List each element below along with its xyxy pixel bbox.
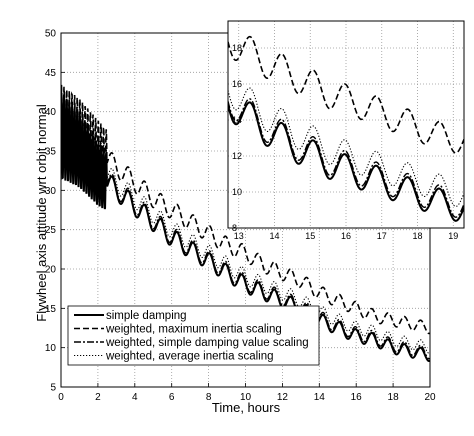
legend-box	[67, 305, 320, 366]
x-tick-label: 16	[351, 392, 363, 403]
legend: simple damping weighted, maximum inertia …	[67, 305, 320, 366]
series-line	[61, 84, 430, 335]
y-tick-label: 50	[45, 29, 57, 40]
y-tick-label: 40	[45, 107, 57, 118]
inset-x-tick-label: 18	[413, 231, 423, 241]
inset-series-group	[228, 35, 464, 222]
inset-y-tick-label: 18	[232, 43, 242, 53]
inset-frame	[227, 20, 465, 229]
series-line	[228, 35, 464, 154]
legend-label: weighted, average inertia scaling	[105, 351, 274, 363]
series-line	[61, 85, 430, 354]
y-tick-label: 15	[45, 304, 57, 315]
x-tick-label: 14	[314, 392, 326, 403]
inset-y-tick-label: 10	[232, 187, 242, 197]
inset-x-tick-label: 19	[448, 231, 458, 241]
inset-background	[228, 21, 464, 228]
inset-x-tick-label: 17	[377, 231, 387, 241]
x-tick-label: 0	[58, 392, 64, 403]
x-tick-label: 6	[169, 392, 175, 403]
y-tick-label: 20	[45, 265, 57, 276]
x-tick-label: 2	[95, 392, 101, 403]
x-tick-label: 18	[388, 392, 400, 403]
y-tick-label: 25	[45, 225, 57, 236]
inset-x-tick-label: 14	[269, 231, 279, 241]
x-tick-label: 10	[240, 392, 252, 403]
inset-y-tick-label: 16	[232, 79, 242, 89]
y-tick-label: 5	[50, 383, 56, 394]
inset-y-tick-label: 12	[232, 151, 242, 161]
x-axis-title: Time, hours	[212, 400, 281, 415]
y-tick-label: 35	[45, 147, 57, 158]
legend-label: weighted, maximum inertia scaling	[105, 324, 282, 336]
series-line	[228, 101, 464, 222]
main-series-group	[61, 84, 430, 363]
y-tick-label: 10	[45, 343, 57, 354]
x-tick-label: 20	[424, 392, 436, 403]
legend-label: simple damping	[106, 310, 187, 322]
inset-x-tick-label: 16	[341, 231, 351, 241]
legend-label: weighted, simple damping value scaling	[105, 337, 309, 349]
series-line	[228, 98, 464, 218]
x-tick-label: 8	[206, 392, 212, 403]
series-line	[61, 92, 430, 363]
y-tick-label: 30	[45, 186, 57, 197]
x-tick-label: 4	[132, 392, 138, 403]
inset-x-tick-label: 15	[305, 231, 315, 241]
x-tick-label: 12	[277, 392, 289, 403]
inset-x-tick-label: 13	[234, 231, 244, 241]
y-axis-title: Flywheel axis attitude wrt orbit normal	[34, 104, 49, 322]
series-line	[228, 87, 464, 207]
y-tick-label: 45	[45, 68, 57, 79]
